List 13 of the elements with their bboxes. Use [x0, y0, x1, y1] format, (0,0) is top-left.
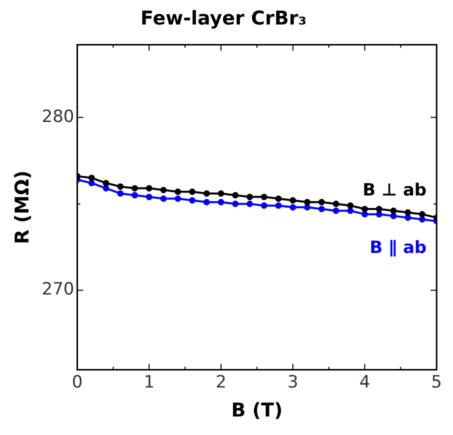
x-tick-label: 4 — [359, 372, 370, 392]
x-axis-title: B (T) — [231, 400, 283, 422]
y-tick-label: 270 — [42, 280, 74, 300]
x-tick-label: 5 — [431, 372, 442, 392]
chart-title: Few-layer CrBr₃ — [140, 7, 307, 30]
x-tick-label: 2 — [216, 372, 226, 392]
x-tick-label: 3 — [287, 372, 298, 392]
series-label: B ⊥ ab — [362, 180, 427, 201]
y-axis-title: R (MΩ) — [11, 170, 34, 244]
series-label: B ∥ ab — [370, 238, 427, 258]
y-tick-label: 280 — [42, 106, 74, 127]
x-tick-label: 0 — [72, 372, 83, 392]
x-tick-label: 1 — [144, 372, 155, 392]
